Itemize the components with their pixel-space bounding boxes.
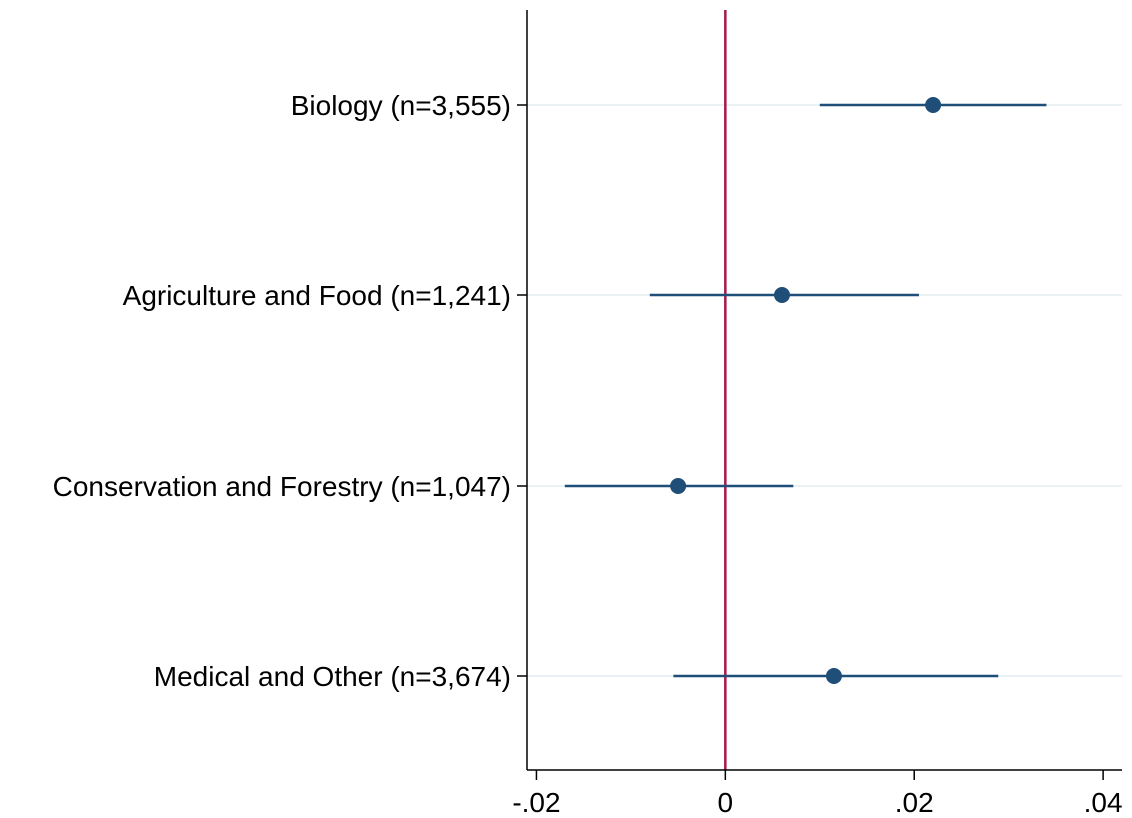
x-tick-label: -.02 xyxy=(512,787,560,818)
x-tick-label: .04 xyxy=(1084,787,1123,818)
x-tick-label: 0 xyxy=(718,787,734,818)
x-tick-label: .02 xyxy=(895,787,934,818)
category-label: Medical and Other (n=3,674) xyxy=(154,661,511,692)
category-label: Conservation and Forestry (n=1,047) xyxy=(53,471,511,502)
x-ticks: -.02 0 .02 .04 xyxy=(512,770,1123,818)
point-estimate xyxy=(825,668,842,684)
point-estimate xyxy=(925,97,942,113)
point-estimate xyxy=(774,287,790,303)
axes-layer xyxy=(526,10,1122,771)
point-estimate xyxy=(670,478,687,494)
marks-layer xyxy=(564,97,1047,684)
category-label: Biology (n=3,555) xyxy=(291,90,511,121)
y-ticks: Biology (n=3,555) Agriculture and Food (n… xyxy=(53,90,527,692)
grid-layer xyxy=(527,104,1122,677)
category-label: Agriculture and Food (n=1,241) xyxy=(123,280,511,311)
